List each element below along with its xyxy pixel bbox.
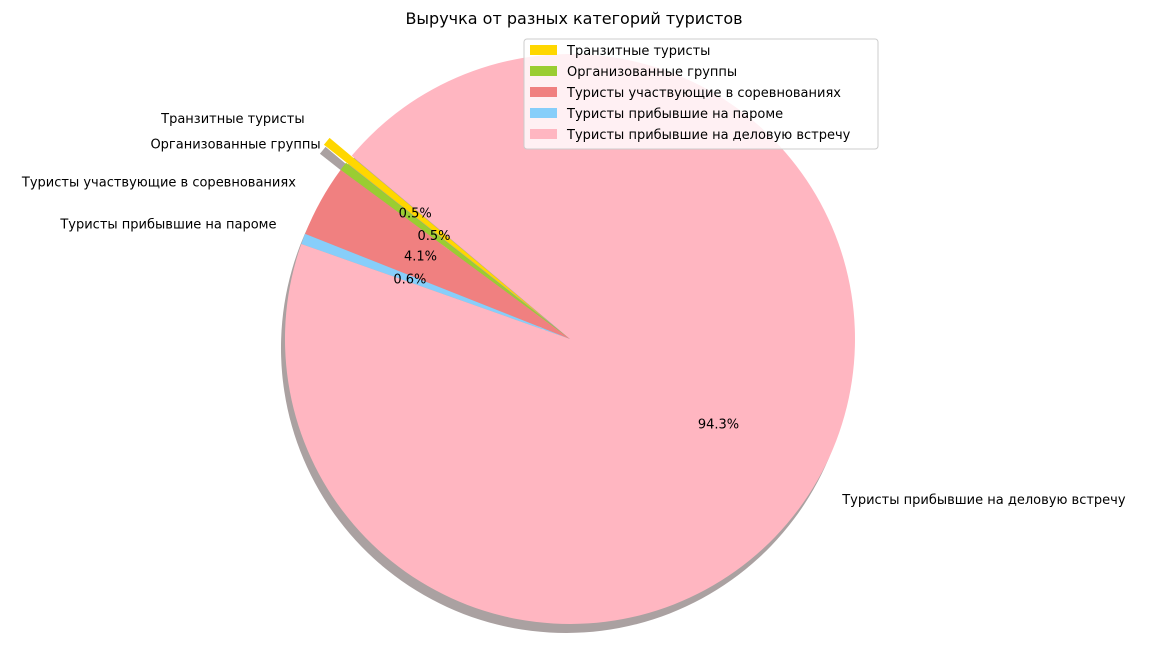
legend-swatch-4 <box>530 108 557 118</box>
chart-title: Выручка от разных категорий туристов <box>405 9 742 28</box>
slice-1-percent-label: 0.5% <box>399 207 432 222</box>
slice-2-wedge <box>340 162 570 339</box>
slice-3-label: Туристы участвующие в соревнованиях <box>21 175 296 190</box>
legend: Транзитные туристы Организованные группы Т… <box>523 38 879 150</box>
legend-swatch-2 <box>530 66 557 76</box>
slice-labels: Транзитные туристы Организованные группы Т… <box>21 112 1126 508</box>
legend-entries: Транзитные туристы Организованные группы Т… <box>530 44 851 143</box>
slice-3-percent-label: 4.1% <box>404 250 437 265</box>
slice-4-label: Туристы прибывшие на пароме <box>59 217 276 232</box>
legend-entry-3: Туристы участвующие в соревнованиях <box>566 86 841 101</box>
slice-1-label: Транзитные туристы <box>160 112 304 127</box>
legend-entry-1: Транзитные туристы <box>566 44 710 59</box>
legend-entry-4: Туристы прибывшие на пароме <box>566 107 783 122</box>
slice-2-percent-label: 0.5% <box>417 229 450 244</box>
legend-entry-2: Организованные группы <box>567 65 737 80</box>
legend-swatch-5 <box>530 129 557 139</box>
slice-5-wedge <box>284 54 855 625</box>
legend-swatch-3 <box>530 87 557 97</box>
slice-5-label: Туристы прибывшие на деловую встречу <box>841 493 1126 508</box>
slice-3-wedge <box>305 169 570 339</box>
legend-entry-5: Туристы прибывшие на деловую встречу <box>566 128 851 143</box>
slice-5-percent-label: 94.3% <box>698 417 739 432</box>
slice-4-wedge <box>301 233 570 339</box>
legend-swatch-1 <box>530 45 557 55</box>
percent-labels: 0.5% 0.5% 4.1% 0.6% 94.3% <box>393 207 739 433</box>
slice-1-wedge <box>323 137 548 322</box>
slice-4-percent-label: 0.6% <box>393 272 426 287</box>
legend-frame <box>523 38 879 150</box>
slice-2-label: Организованные группы <box>150 138 320 153</box>
pie-slices <box>284 54 855 625</box>
